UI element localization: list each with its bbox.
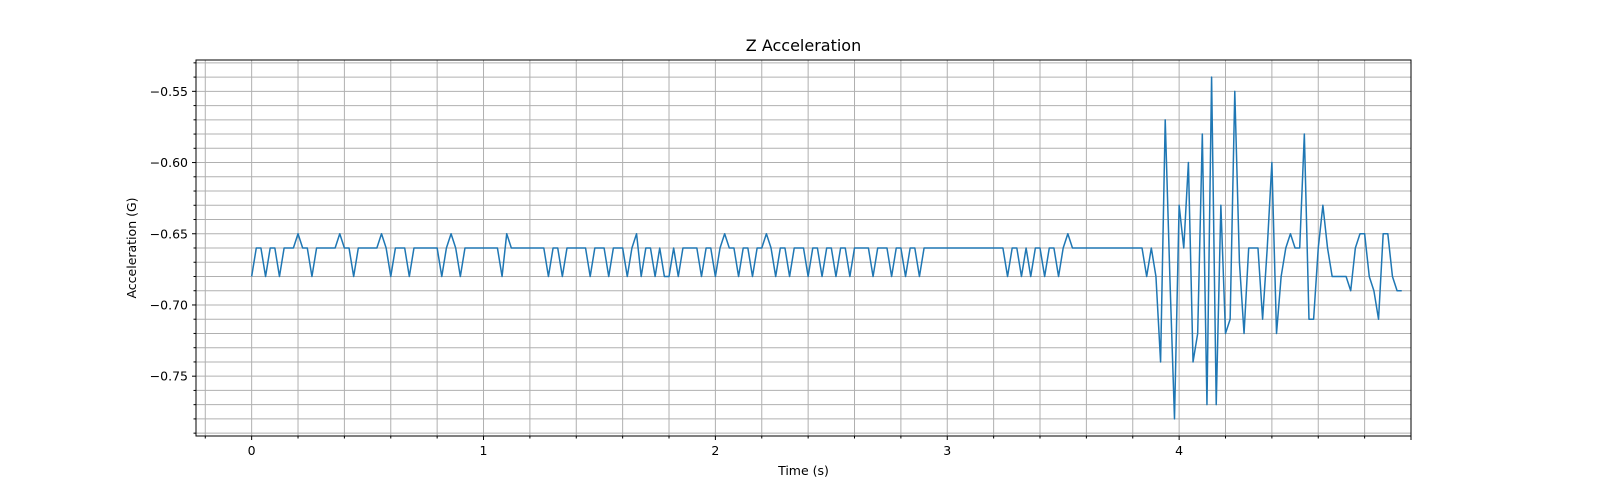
y-tick-label: −0.55 — [150, 84, 188, 99]
y-tick-label: −0.65 — [150, 226, 188, 241]
x-tick-label: 0 — [248, 443, 256, 458]
axis-ticks: 0 1 2 3 4 −0.55 −0.60 −0.65 −0.70 −0.75 — [150, 62, 1412, 458]
x-tick-label: 3 — [943, 443, 951, 458]
y-tick-label: −0.75 — [150, 369, 188, 384]
plot-frame — [195, 59, 1412, 437]
x-axis-label: Time (s) — [777, 463, 829, 478]
y-axis-label: Acceleration (G) — [124, 197, 139, 298]
chart-title: Z Acceleration — [746, 36, 861, 55]
x-tick-label: 4 — [1175, 443, 1183, 458]
series-line — [250, 76, 1402, 420]
x-tick-label: 2 — [711, 443, 719, 458]
y-tick-label: −0.60 — [150, 155, 188, 170]
y-tick-label: −0.70 — [150, 297, 188, 312]
x-tick-label: 1 — [480, 443, 488, 458]
